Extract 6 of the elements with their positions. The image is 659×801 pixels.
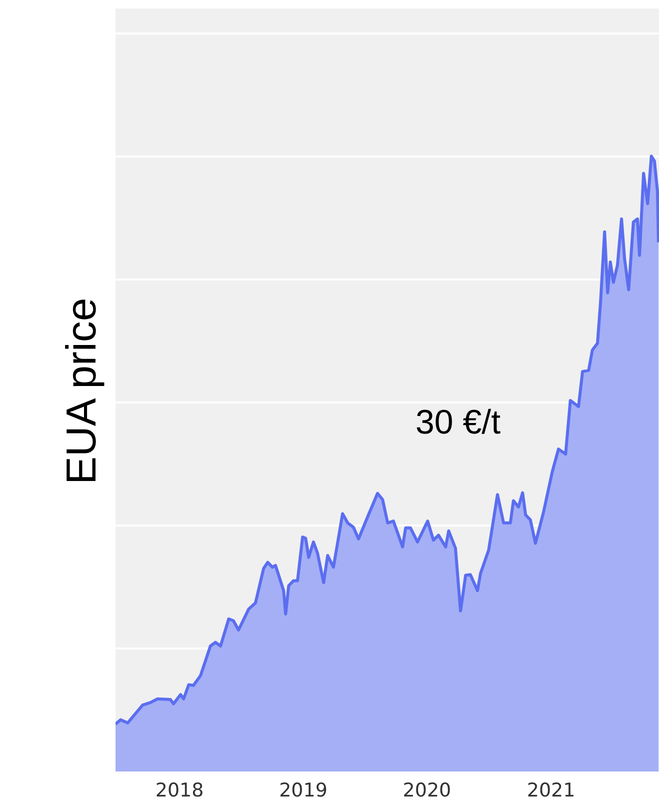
y-axis-title: EUA price (58, 298, 104, 485)
x-tick-label: 2021 (526, 780, 576, 801)
x-tick-label: 2018 (155, 780, 204, 801)
x-tick-label: 2019 (279, 780, 328, 801)
x-tick-label: 2020 (402, 780, 452, 801)
annotation: 30 €/t (416, 404, 502, 442)
